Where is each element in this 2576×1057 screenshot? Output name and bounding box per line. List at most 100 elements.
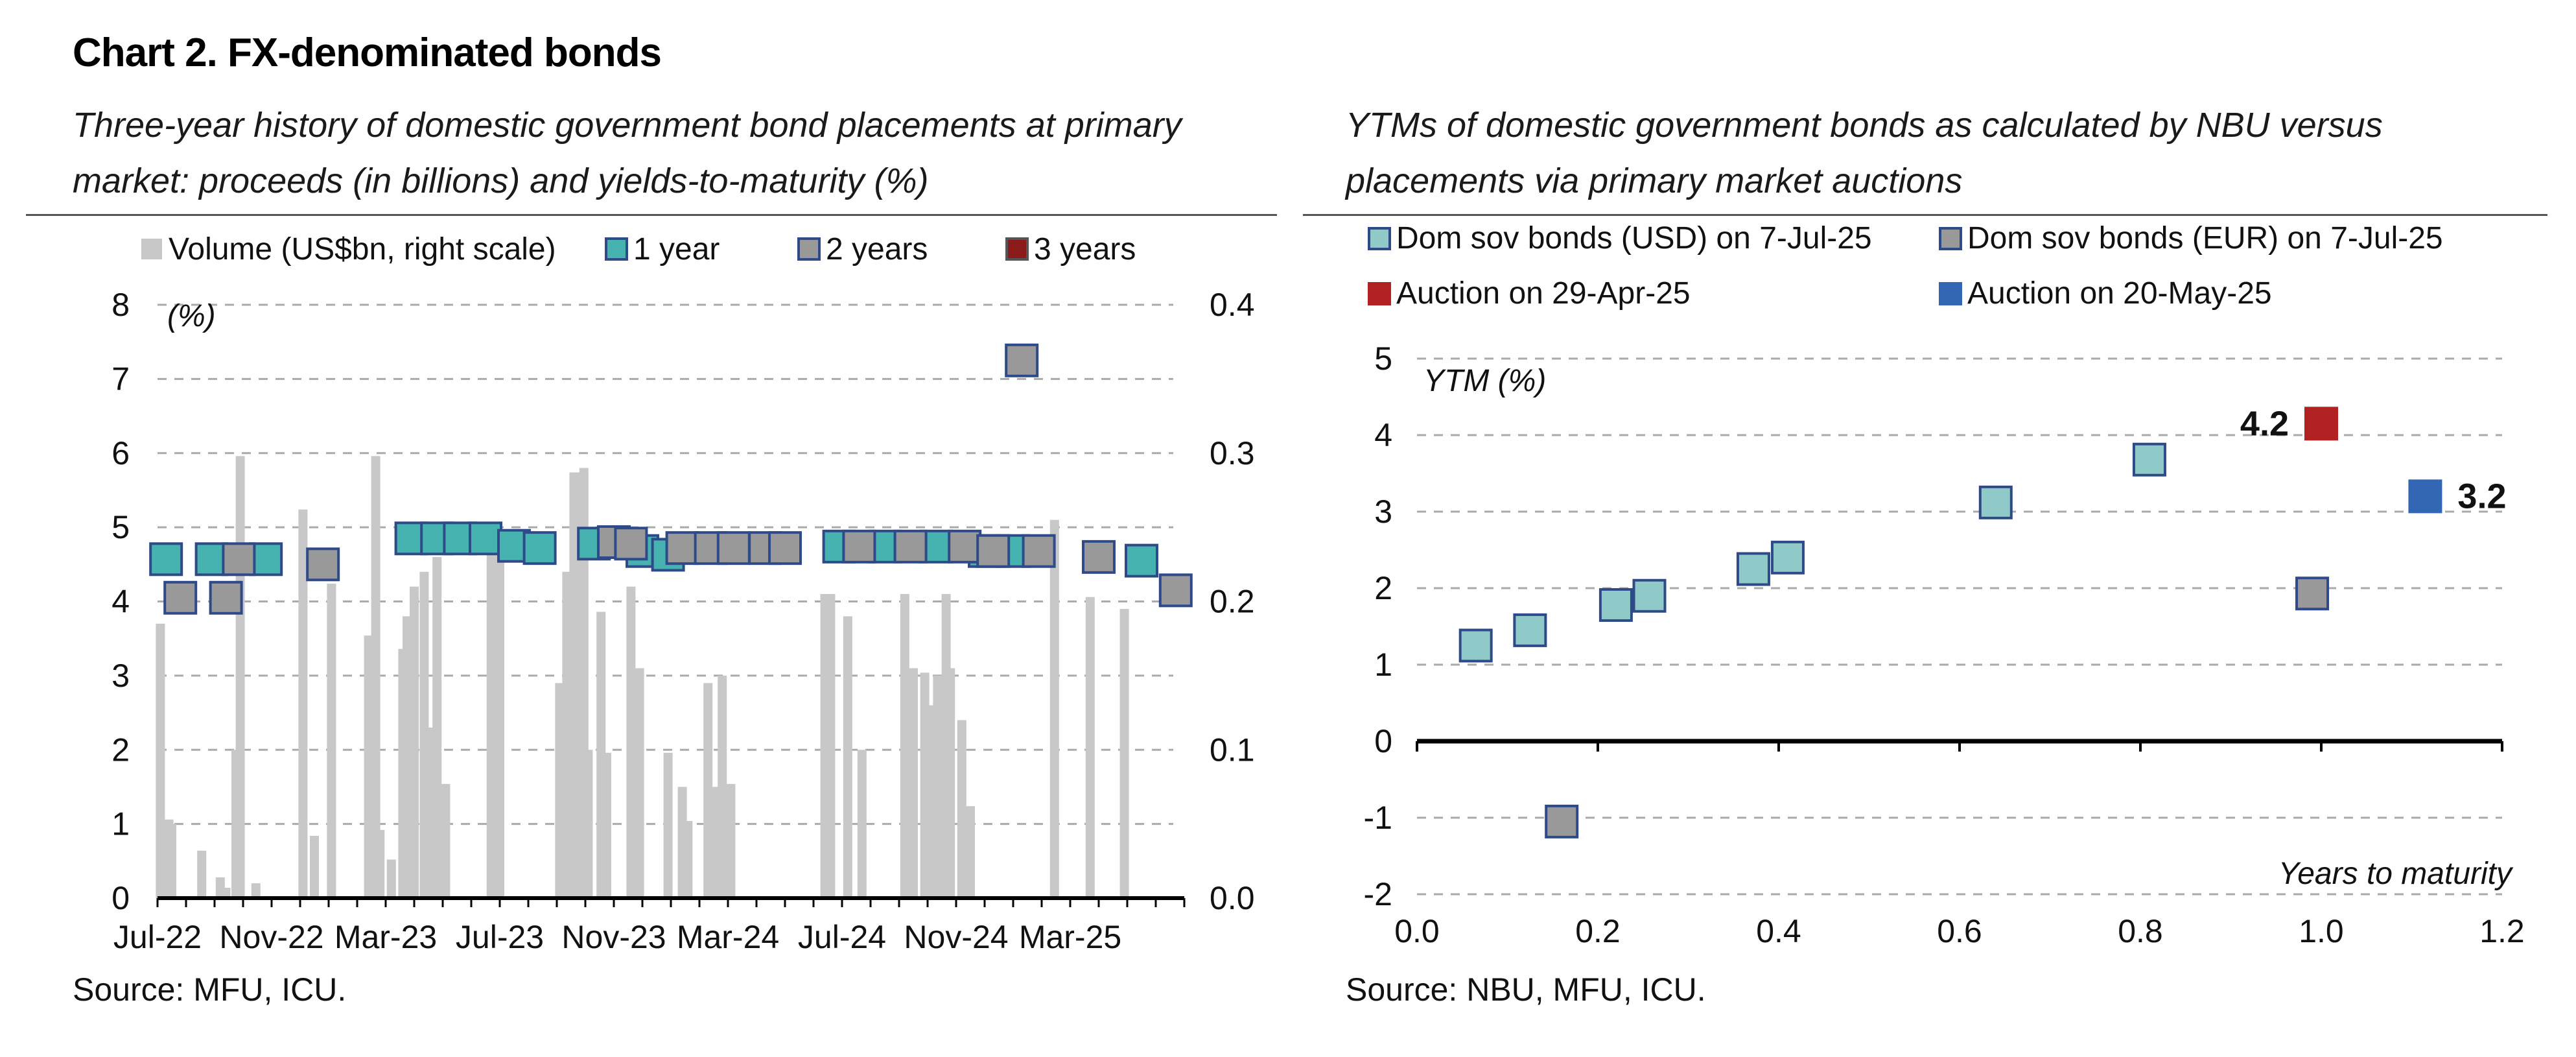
- marker-2-years: [842, 529, 876, 564]
- marker-1-year: [1125, 543, 1158, 578]
- volume-bar: [826, 594, 836, 898]
- right-y-tick-label: 2: [1374, 570, 1392, 606]
- volume-bar: [933, 675, 943, 898]
- marker-eur-bond: [1545, 804, 1579, 838]
- right-y-tick-label: -1: [1364, 800, 1392, 836]
- left-y-tick-label: 2: [111, 731, 130, 768]
- right-x-axis-label: Years to maturity: [2278, 857, 2514, 891]
- volume-bar: [310, 835, 319, 898]
- volume-bar: [966, 806, 975, 898]
- volume-bar: [555, 683, 565, 898]
- left-divider: [26, 214, 1277, 216]
- volume-bar: [432, 556, 442, 898]
- marker-2-years: [614, 527, 648, 561]
- volume-bar: [626, 586, 636, 898]
- right-subtitle-rest: of domestic government bonds as calculat…: [1346, 106, 2383, 200]
- right-scale-tick-label: 0.2: [1210, 584, 1255, 620]
- volume-bar: [197, 850, 207, 898]
- marker-2-years: [222, 542, 256, 576]
- left-x-tick-label: Mar-24: [677, 919, 779, 955]
- volume-bar: [900, 594, 909, 898]
- volume-bar: [718, 675, 727, 898]
- marker-usd-bond: [1978, 485, 2013, 519]
- volume-bar: [726, 783, 736, 898]
- right-divider: [1303, 214, 2547, 216]
- volume-bar: [709, 787, 718, 898]
- marker-2-years: [768, 531, 802, 565]
- marker-auction-may: [2408, 479, 2442, 514]
- left-legend-swatch: [1005, 237, 1029, 261]
- right-scale-tick-label: 0.0: [1210, 880, 1255, 916]
- volume-bar: [441, 783, 451, 898]
- right-chart-subtitle: YTMs of domestic government bonds as cal…: [1346, 97, 2551, 209]
- marker-2-years: [665, 531, 699, 565]
- data-label-auction-apr: 4.2: [2240, 404, 2289, 443]
- left-x-tick-label: Mar-23: [334, 919, 437, 955]
- page-title: Chart 2. FX-denominated bonds: [73, 30, 662, 75]
- left-legend-swatch: [797, 237, 821, 261]
- right-legend-label: Auction on 29-Apr-25: [1396, 276, 1691, 311]
- left-y-tick-label: 0: [111, 880, 130, 916]
- right-x-tick-label: 0.6: [1937, 913, 1982, 949]
- left-y-tick-label: 3: [111, 658, 130, 694]
- right-source-note: Source: NBU, MFU, ICU.: [1346, 971, 1706, 1008]
- left-y-tick-label: 1: [111, 806, 130, 842]
- volume-bar: [635, 668, 644, 898]
- left-legend-label: 2 years: [826, 232, 928, 267]
- marker-usd-bond: [1736, 552, 1770, 586]
- volume-bar: [371, 456, 381, 898]
- right-y-tick-label: 5: [1374, 340, 1392, 377]
- right-x-tick-label: 1.0: [2299, 913, 2344, 949]
- left-legend-label: 1 year: [633, 232, 720, 267]
- volume-bar: [424, 727, 433, 898]
- left-x-tick-label: Nov-22: [219, 919, 323, 955]
- volume-bar: [298, 509, 308, 898]
- marker-2-years: [1082, 540, 1116, 574]
- right-x-tick-label: 1.2: [2479, 913, 2525, 949]
- data-label-auction-may: 3.2: [2457, 477, 2506, 516]
- left-y-tick-label: 4: [111, 584, 130, 620]
- marker-2-years: [209, 580, 243, 615]
- marker-1-year: [522, 531, 557, 565]
- right-legend-swatch: [1368, 282, 1391, 305]
- marker-2-years: [306, 547, 340, 582]
- left-legend-swatch: [141, 239, 162, 259]
- left-y-tick-label: 8: [111, 287, 130, 323]
- volume-bar: [375, 829, 385, 898]
- right-legend-label: Auction on 20-May-25: [1967, 276, 2272, 311]
- left-y-unit-label: (%): [167, 299, 216, 333]
- right-y-tick-label: 0: [1374, 723, 1392, 759]
- right-x-tick-label: 0.2: [1575, 913, 1621, 949]
- marker-2-years: [948, 529, 982, 564]
- volume-bar: [602, 752, 611, 898]
- marker-usd-bond: [2132, 442, 2166, 477]
- right-scale-tick-label: 0.4: [1210, 287, 1255, 323]
- volume-bar: [221, 887, 231, 898]
- right-legend-label: Dom sov bonds (USD) on 7-Jul-25: [1396, 221, 1872, 255]
- right-x-tick-label: 0.0: [1394, 913, 1440, 949]
- volume-bar: [683, 821, 693, 898]
- right-legend-swatch: [1368, 227, 1391, 250]
- right-scale-tick-label: 0.3: [1210, 435, 1255, 471]
- marker-1-year: [469, 521, 502, 556]
- volume-bar: [909, 668, 918, 898]
- right-y-tick-label: 4: [1374, 417, 1392, 453]
- marker-usd-bond: [1632, 578, 1667, 613]
- right-legend-swatch: [1939, 282, 1962, 305]
- left-x-tick-label: Nov-23: [561, 919, 666, 955]
- volume-bar: [156, 623, 165, 898]
- volume-bar: [663, 752, 673, 898]
- volume-bar: [946, 668, 955, 898]
- volume-bar: [327, 584, 336, 898]
- right-y-tick-label: -2: [1364, 876, 1392, 912]
- right-scale-tick-label: 0.1: [1210, 731, 1255, 768]
- left-x-tick-label: Nov-24: [904, 919, 1008, 955]
- volume-bar: [843, 616, 852, 898]
- left-y-tick-label: 6: [111, 435, 130, 471]
- volume-bar: [235, 456, 245, 898]
- left-y-tick-label: 5: [111, 509, 130, 545]
- volume-bar: [251, 883, 261, 898]
- volume-bar: [957, 720, 966, 898]
- volume-bar: [857, 750, 867, 898]
